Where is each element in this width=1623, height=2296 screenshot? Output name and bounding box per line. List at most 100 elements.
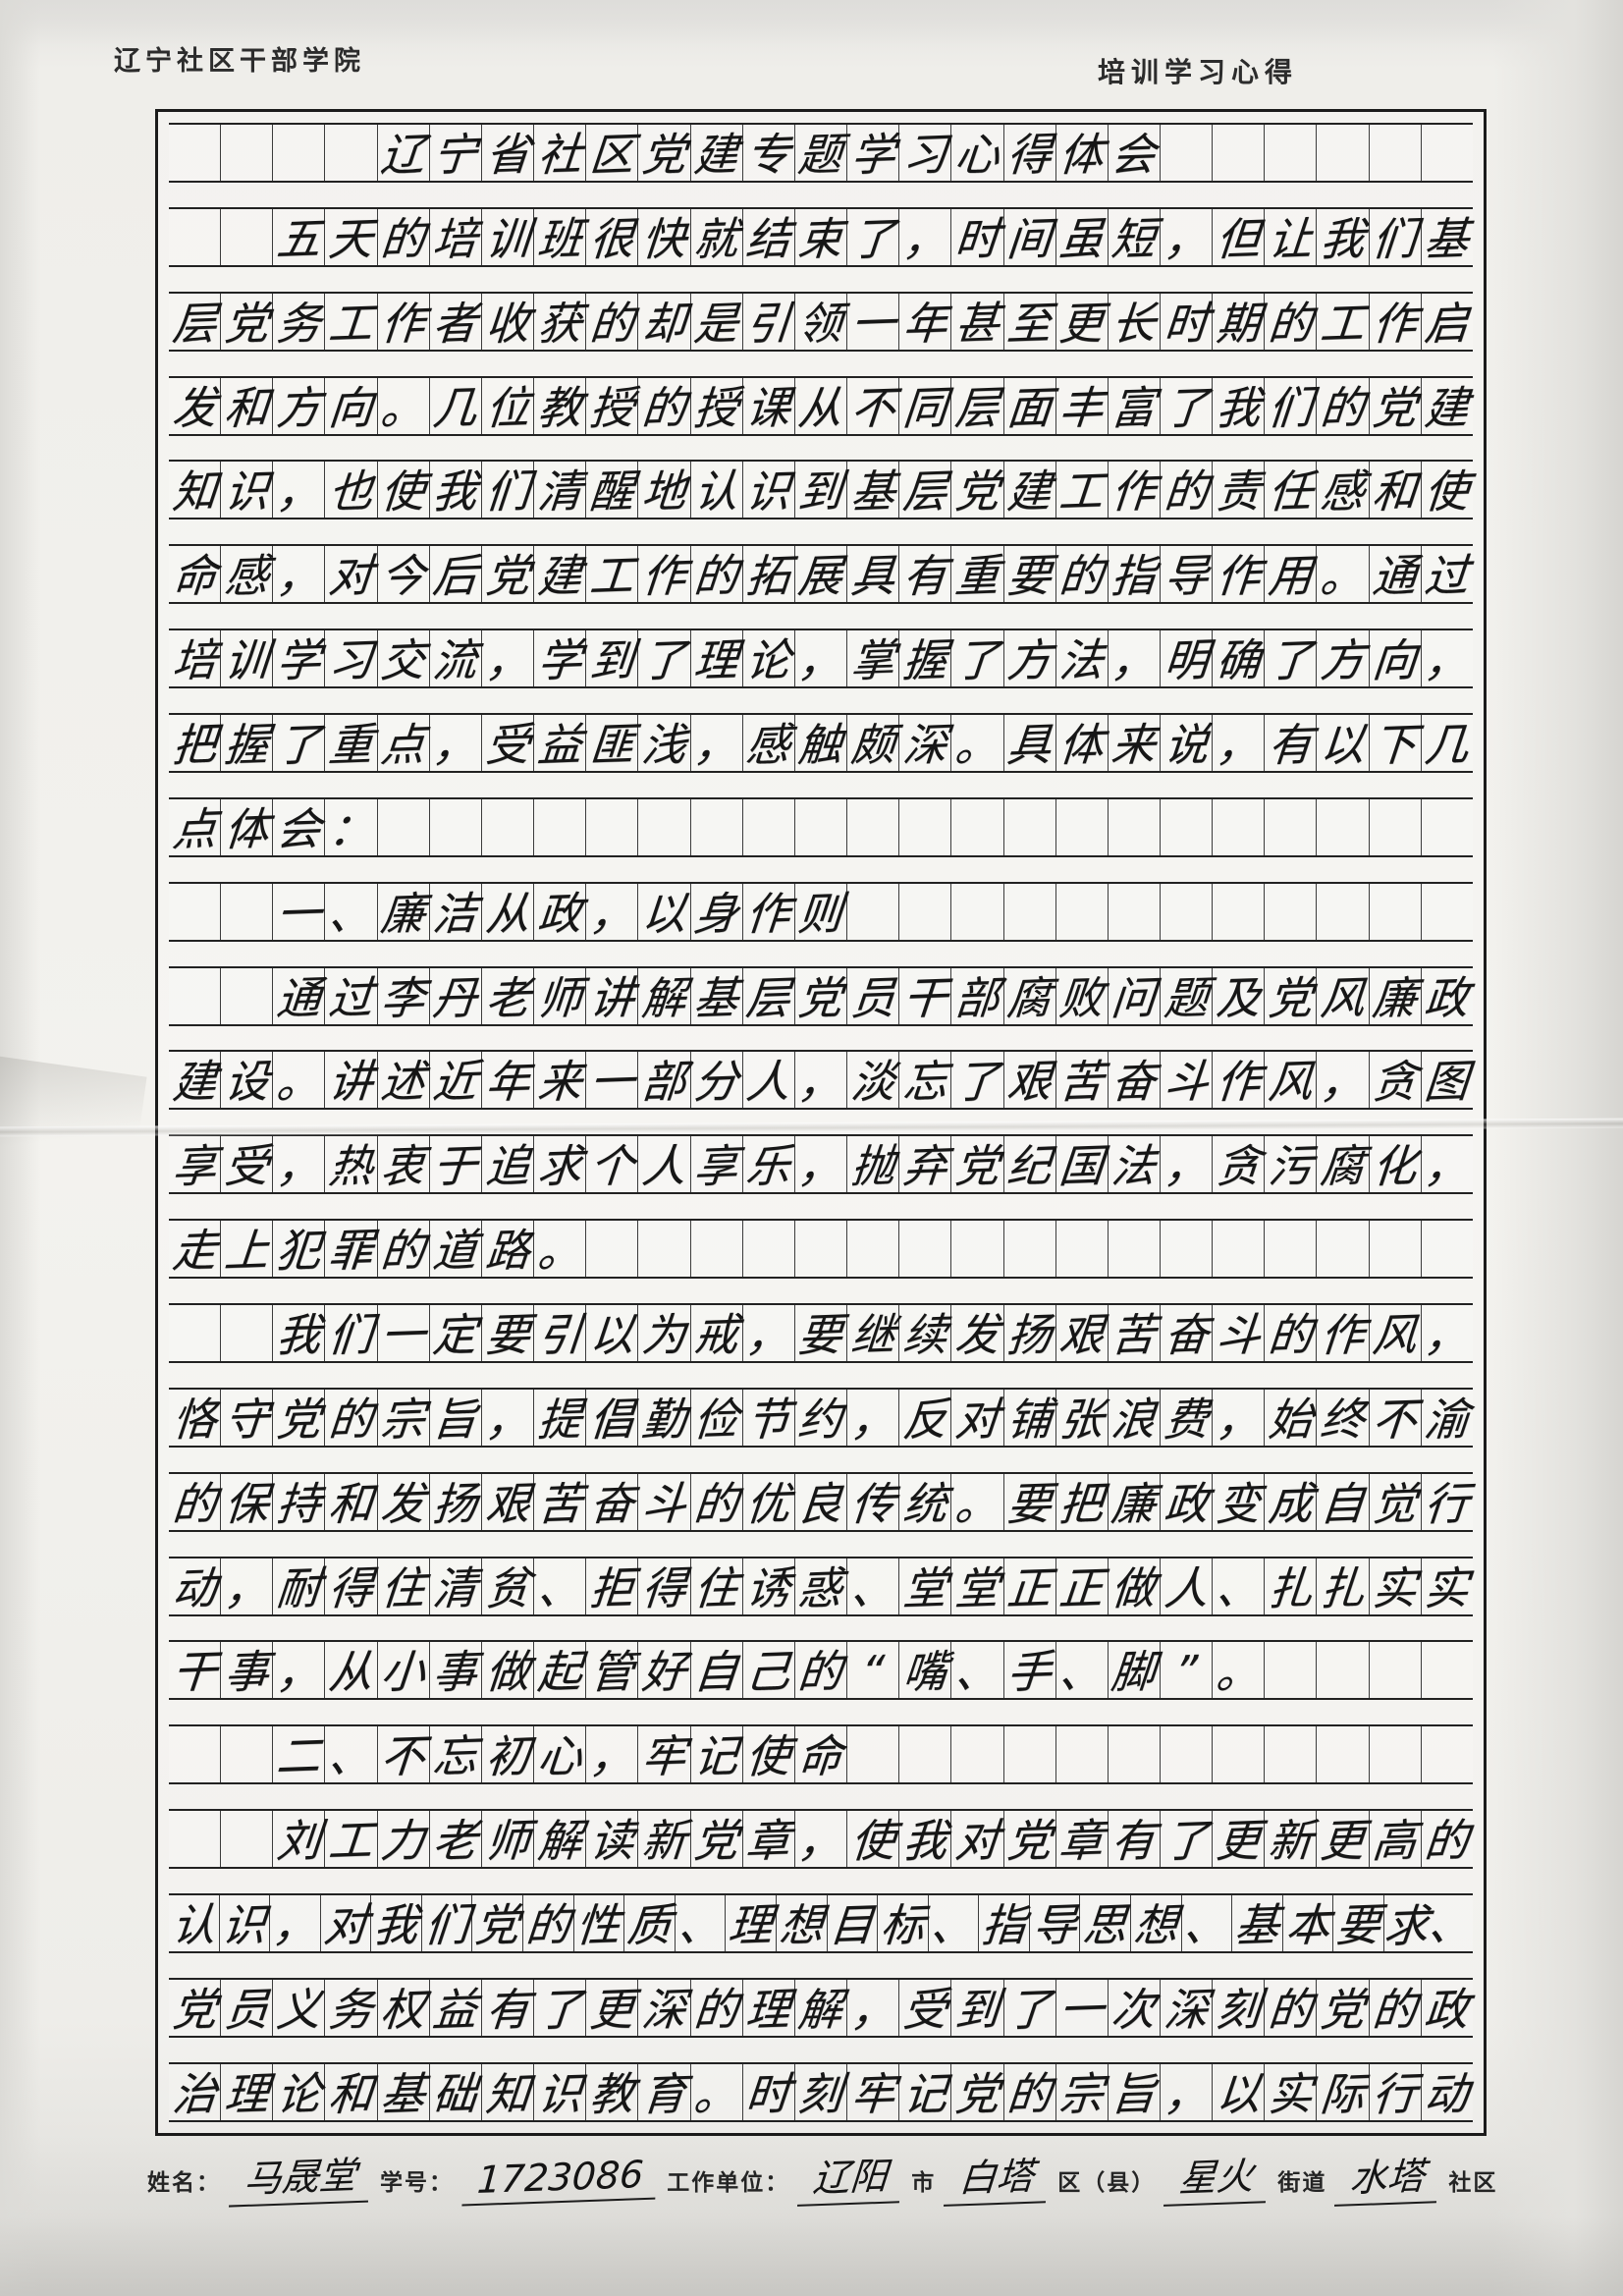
- grid-cell: 匪: [586, 715, 639, 772]
- grid-cell: 让: [1265, 208, 1318, 266]
- handwritten-character: 个: [587, 1139, 636, 1194]
- grid-cell: 使: [743, 1726, 795, 1783]
- handwritten-character: 握: [900, 633, 949, 688]
- handwritten-character: 乐: [743, 1139, 793, 1194]
- grid-cell: [1004, 883, 1056, 940]
- handwritten-character: 了: [1162, 380, 1211, 435]
- handwritten-character: 忘: [430, 1729, 480, 1784]
- grid-cell: 学: [273, 630, 326, 688]
- grid-cell: [325, 125, 378, 181]
- grid-cell: 初: [482, 1726, 535, 1783]
- text-row: 治理论和基础知识教育。时刻牢记党的宗旨，以实际行动: [169, 2061, 1473, 2122]
- handwritten-character: 党: [483, 549, 532, 604]
- handwritten-character: 理: [691, 633, 741, 688]
- grid-cell: 党: [1004, 1811, 1056, 1868]
- grid-cell: [169, 208, 222, 265]
- handwritten-character: 斗: [1214, 1308, 1263, 1362]
- handwritten-character: 心: [952, 128, 1002, 182]
- handwritten-character: 、: [1056, 1645, 1107, 1700]
- grid-cell: 了: [1161, 1811, 1214, 1868]
- handwritten-character: 时: [1162, 296, 1211, 351]
- grid-cell: 人: [1161, 1558, 1214, 1614]
- grid-cell: [795, 798, 848, 855]
- grid-cell: 下: [1370, 715, 1422, 772]
- handwritten-character: 要: [1004, 549, 1055, 604]
- handwritten-field-value: 星火: [1163, 2145, 1271, 2207]
- grid-cell: 事: [430, 1642, 482, 1699]
- grid-cell: 短: [1109, 208, 1161, 266]
- grid-cell: 却: [638, 293, 691, 351]
- grid-cell: ，: [1422, 630, 1473, 687]
- grid-cell: 了: [951, 1052, 1004, 1109]
- handwritten-character: 识: [535, 2066, 584, 2121]
- grid-cell: 旨: [430, 1389, 482, 1447]
- grid-cell: 享: [691, 1136, 743, 1193]
- grid-cell: 小: [378, 1642, 430, 1699]
- handwritten-character: 自: [691, 1645, 741, 1700]
- grid-cell: 记: [691, 1726, 743, 1783]
- handwritten-character: 但: [1214, 211, 1263, 266]
- grid-cell: [1056, 883, 1109, 940]
- handwritten-character: 以: [1318, 718, 1368, 772]
- handwritten-character: 求、: [1381, 1897, 1476, 1953]
- grid-cell: 人: [638, 1136, 691, 1193]
- grid-cell: [221, 883, 274, 940]
- handwritten-character: 的: [1318, 380, 1368, 435]
- grid-cell: 追: [482, 1136, 535, 1193]
- handwritten-character: 础: [430, 2066, 480, 2121]
- handwritten-character: 要: [483, 1308, 532, 1362]
- handwritten-character: 苦: [1056, 1055, 1107, 1110]
- grid-cell: 过: [1422, 546, 1473, 603]
- grid-cell: [1161, 1221, 1214, 1278]
- handwritten-character: 党: [1318, 1983, 1368, 2037]
- handwritten-character: 的: [691, 549, 741, 604]
- grid-cell: 是: [691, 293, 743, 351]
- grid-cell: 员: [221, 1979, 274, 2037]
- grid-cell: 、: [325, 1726, 378, 1783]
- handwritten-character: 区: [587, 128, 636, 182]
- handwritten-character: ，: [483, 633, 532, 688]
- grid-cell: ，: [1213, 1389, 1266, 1447]
- grid-cell: 很: [586, 208, 639, 266]
- grid-cell: 治: [169, 2063, 222, 2121]
- grid-cell: 诱: [743, 1558, 795, 1614]
- grid-cell: ，: [273, 1136, 326, 1193]
- handwritten-character: 务: [274, 296, 324, 351]
- grid-cell: 同: [899, 377, 952, 435]
- handwritten-character: 。: [1318, 549, 1368, 604]
- handwritten-character: 解: [639, 970, 689, 1025]
- grid-cell: [847, 1221, 900, 1278]
- handwritten-character: 学: [274, 633, 324, 688]
- handwritten-character: 培: [170, 633, 219, 688]
- grid-cell: 础: [430, 2063, 482, 2121]
- handwritten-character: 就: [691, 211, 741, 266]
- grid-cell: 理: [691, 630, 743, 688]
- handwritten-character: 点: [170, 801, 219, 856]
- handwritten-character: 、: [676, 1898, 725, 1952]
- grid-cell: 的: [691, 1473, 743, 1531]
- handwritten-character: 富: [1109, 380, 1159, 435]
- text-row: 走上犯罪的道路。: [169, 1219, 1473, 1280]
- grid-cell: 使: [378, 462, 430, 519]
- handwritten-character: 想: [777, 1898, 826, 1952]
- grid-cell: 扬: [430, 1473, 482, 1531]
- grid-cell: 得: [325, 1558, 378, 1614]
- handwritten-character: 有: [1109, 1814, 1159, 1869]
- grid-cell: 张: [1056, 1389, 1109, 1447]
- grid-cell: [691, 1221, 743, 1278]
- grid-cell: 从: [325, 1642, 378, 1699]
- text-row: 层党务工作者收获的却是引领一年甚至更长时期的工作启: [169, 291, 1473, 352]
- handwritten-character: 同: [900, 380, 949, 435]
- grid-cell: [1004, 1726, 1056, 1783]
- handwritten-character: 费: [1162, 1393, 1211, 1447]
- grid-cell: 启: [1422, 294, 1473, 351]
- grid-cell: 苦: [1056, 1052, 1109, 1109]
- grid-cell: 的: [691, 1979, 743, 2037]
- grid-cell: 学: [534, 630, 587, 687]
- handwritten-character: 提: [535, 1393, 584, 1447]
- grid-cell: 热: [325, 1136, 378, 1193]
- grid-cell: 命: [795, 1726, 848, 1783]
- grid-cell: 师: [534, 967, 587, 1024]
- grid-cell: 以: [638, 883, 691, 941]
